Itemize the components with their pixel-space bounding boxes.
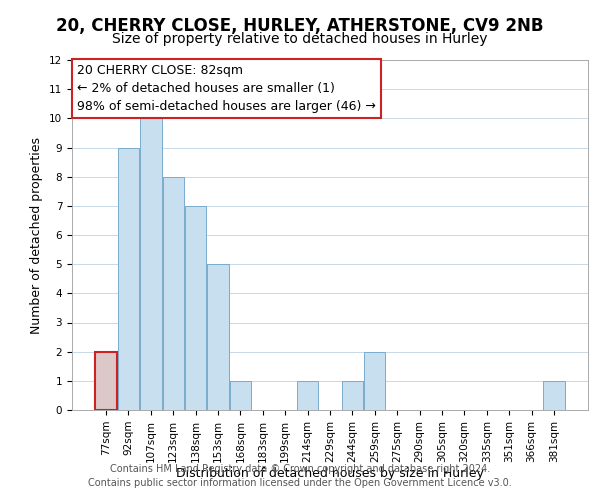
Bar	[95, 352, 117, 410]
Bar	[342, 381, 363, 410]
Bar	[543, 381, 565, 410]
Bar	[118, 148, 139, 410]
Y-axis label: Number of detached properties: Number of detached properties	[31, 136, 43, 334]
Bar	[230, 381, 251, 410]
Text: 20 CHERRY CLOSE: 82sqm
← 2% of detached houses are smaller (1)
98% of semi-detac: 20 CHERRY CLOSE: 82sqm ← 2% of detached …	[77, 64, 376, 112]
Bar	[364, 352, 385, 410]
Bar	[297, 381, 318, 410]
Bar	[140, 118, 161, 410]
Bar	[163, 176, 184, 410]
X-axis label: Distribution of detached houses by size in Hurley: Distribution of detached houses by size …	[176, 468, 484, 480]
Bar	[208, 264, 229, 410]
Text: Contains HM Land Registry data © Crown copyright and database right 2024.
Contai: Contains HM Land Registry data © Crown c…	[88, 464, 512, 487]
Text: 20, CHERRY CLOSE, HURLEY, ATHERSTONE, CV9 2NB: 20, CHERRY CLOSE, HURLEY, ATHERSTONE, CV…	[56, 18, 544, 36]
Text: Size of property relative to detached houses in Hurley: Size of property relative to detached ho…	[112, 32, 488, 46]
Bar	[185, 206, 206, 410]
